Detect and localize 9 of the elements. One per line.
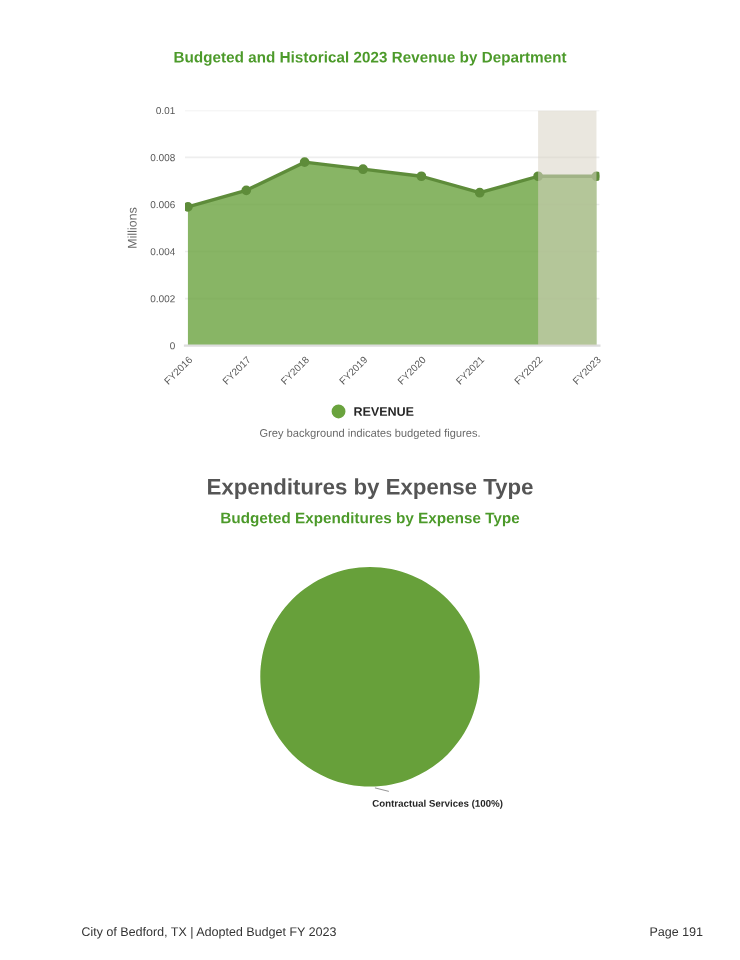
point — [299, 157, 310, 168]
point — [533, 171, 543, 182]
point — [416, 171, 427, 182]
chart-title: Expenditures by Expense Type — [208, 478, 533, 500]
point — [241, 185, 252, 196]
point — [358, 164, 368, 175]
point — [185, 201, 193, 212]
point — [591, 171, 600, 182]
point — [474, 187, 485, 198]
